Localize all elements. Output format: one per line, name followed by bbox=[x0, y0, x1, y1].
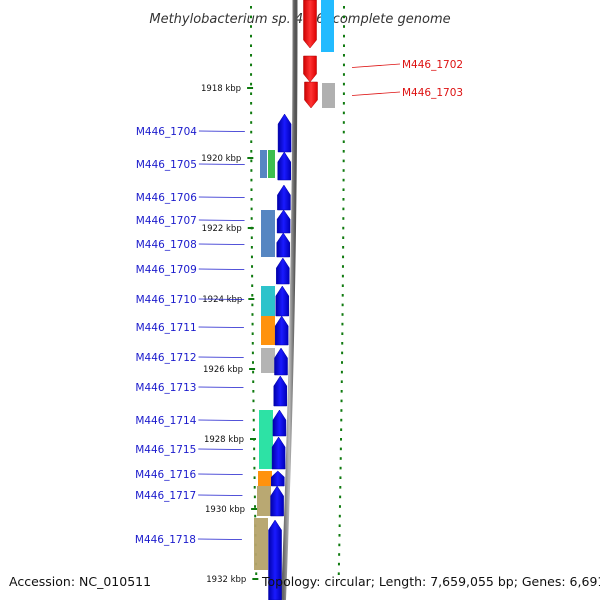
map-title: Methylobacterium sp. 4-46, complete geno… bbox=[149, 12, 450, 27]
kbp-tick-label: 1928 kbp bbox=[204, 435, 244, 445]
gene-label-leader bbox=[198, 419, 244, 421]
gene-arrow-m446_1707[interactable] bbox=[276, 209, 291, 234]
kbp-tick-label: 1930 kbp bbox=[205, 505, 245, 515]
gene-arrow-m446_1717[interactable] bbox=[270, 485, 284, 517]
kbp-tick-mark bbox=[249, 368, 256, 370]
gene-label-leader bbox=[198, 448, 243, 450]
gene-label-m446_1705[interactable]: M446_1705 bbox=[136, 159, 197, 171]
gene-label-m446_1715[interactable]: M446_1715 bbox=[135, 444, 196, 456]
gene-label-m446_1707[interactable]: M446_1707 bbox=[136, 215, 197, 227]
gene-label-leader bbox=[198, 356, 244, 358]
gene-arrow-m446_1705[interactable] bbox=[277, 151, 292, 181]
kbp-tick-mark bbox=[248, 298, 255, 300]
kbp-tick-label: 1926 kbp bbox=[203, 365, 243, 375]
gene-label-leader bbox=[198, 386, 244, 388]
dotted-rings bbox=[250, 6, 345, 575]
gene-arrow-m446_1711[interactable] bbox=[274, 315, 289, 346]
gene-label-leader bbox=[198, 494, 243, 496]
reverse-gene-arrow[interactable] bbox=[303, 0, 317, 49]
gene-label-m446_1702[interactable]: M446_1702 bbox=[402, 59, 463, 71]
gene-label-m446_1706[interactable]: M446_1706 bbox=[136, 192, 197, 204]
gene-label-m446_1710[interactable]: M446_1710 bbox=[136, 294, 197, 306]
cog-block-gray bbox=[261, 348, 275, 373]
gene-label-m446_1709[interactable]: M446_1709 bbox=[136, 264, 197, 276]
gene-label-leader bbox=[198, 196, 245, 198]
gene-label-leader bbox=[351, 63, 401, 68]
gene-label-m446_1718[interactable]: M446_1718 bbox=[135, 534, 196, 546]
gene-label-leader bbox=[198, 268, 245, 270]
gene-arrow-m446_1718[interactable] bbox=[268, 519, 282, 600]
gene-label-m446_1712[interactable]: M446_1712 bbox=[135, 352, 196, 364]
cog-block-orange bbox=[258, 471, 272, 486]
gene-arrow-m446_1710[interactable] bbox=[275, 285, 290, 317]
gene-label-leader bbox=[197, 538, 242, 540]
gene-label-leader bbox=[351, 91, 401, 96]
kbp-tick-mark bbox=[251, 508, 258, 510]
cog-block-orange bbox=[261, 316, 275, 345]
gene-label-m446_1703[interactable]: M446_1703 bbox=[402, 87, 463, 99]
gene-label-m446_1708[interactable]: M446_1708 bbox=[136, 239, 197, 251]
gene-label-leader bbox=[198, 163, 245, 165]
kbp-tick-mark bbox=[252, 578, 259, 580]
gene-arrow-m446_1704[interactable] bbox=[277, 113, 292, 153]
gene-arrow-m446_1716[interactable] bbox=[271, 470, 285, 487]
gene-arrow-m446_1713[interactable] bbox=[273, 375, 288, 407]
gene-arrow-m446_1714[interactable] bbox=[272, 409, 287, 437]
gene-label-m446_1704[interactable]: M446_1704 bbox=[136, 126, 197, 138]
gene-label-leader bbox=[198, 326, 244, 328]
gene-label-leader bbox=[198, 219, 245, 221]
reverse-gene-arrow[interactable] bbox=[303, 55, 317, 83]
gene-label-m446_1717[interactable]: M446_1717 bbox=[135, 490, 196, 502]
accession-text: Accession: NC_010511 bbox=[9, 574, 151, 589]
kbp-tick-label: 1918 kbp bbox=[201, 84, 241, 94]
gene-arrow-m446_1706[interactable] bbox=[277, 184, 291, 211]
kbp-tick-mark bbox=[247, 157, 254, 159]
backbone-ring bbox=[280, 0, 298, 600]
gene-label-m446_1711[interactable]: M446_1711 bbox=[136, 322, 197, 334]
kbp-tick-label: 1922 kbp bbox=[202, 224, 242, 234]
cog-blocks bbox=[254, 150, 275, 570]
gene-label-m446_1714[interactable]: M446_1714 bbox=[135, 415, 196, 427]
cog-block-khaki bbox=[254, 518, 268, 570]
cog-block-teal bbox=[261, 286, 275, 316]
cog-block-steel-blue bbox=[260, 150, 267, 178]
topology-summary: Topology: circular; Length: 7,659,055 bp… bbox=[261, 574, 600, 589]
kbp-tick-label: 1932 kbp bbox=[206, 575, 246, 585]
reverse-gene-arrow[interactable] bbox=[304, 81, 318, 109]
gene-label-leader bbox=[198, 473, 243, 475]
gene-arrows bbox=[268, 0, 335, 600]
gene-label-leader bbox=[198, 243, 245, 245]
kbp-tick-label: 1924 kbp bbox=[202, 295, 242, 305]
cog-block-aquamarine bbox=[259, 410, 273, 469]
gene-arrow-m446_1712[interactable] bbox=[274, 347, 288, 376]
kbp-tick-mark bbox=[247, 227, 254, 229]
gene-labels: M446_1704 M446_1705 M446_1706 M446_1707 M446… bbox=[135, 59, 463, 546]
cog-block-cyan bbox=[321, 0, 334, 52]
gene-arrow-m446_1709[interactable] bbox=[276, 257, 290, 285]
kbp-tick-mark bbox=[250, 438, 257, 440]
cog-block-gray bbox=[322, 83, 335, 108]
cog-block-steel-blue bbox=[261, 210, 275, 257]
kbp-tick-label: 1920 kbp bbox=[201, 154, 241, 164]
gene-label-m446_1716[interactable]: M446_1716 bbox=[135, 469, 196, 481]
gene-label-leader bbox=[198, 130, 245, 132]
gene-arrow-m446_1708[interactable] bbox=[276, 232, 291, 258]
kbp-tick-mark bbox=[247, 87, 254, 89]
cog-block-green bbox=[268, 150, 275, 178]
gene-arrow-m446_1715[interactable] bbox=[271, 436, 286, 470]
kbp-ticks: 1918 kbp 1920 kbp 1922 kbp 1924 kbp 1926 kbp… bbox=[201, 84, 259, 585]
cog-block-khaki bbox=[257, 486, 271, 516]
gene-label-m446_1713[interactable]: M446_1713 bbox=[135, 382, 196, 394]
gene-label-leader bbox=[198, 298, 245, 300]
